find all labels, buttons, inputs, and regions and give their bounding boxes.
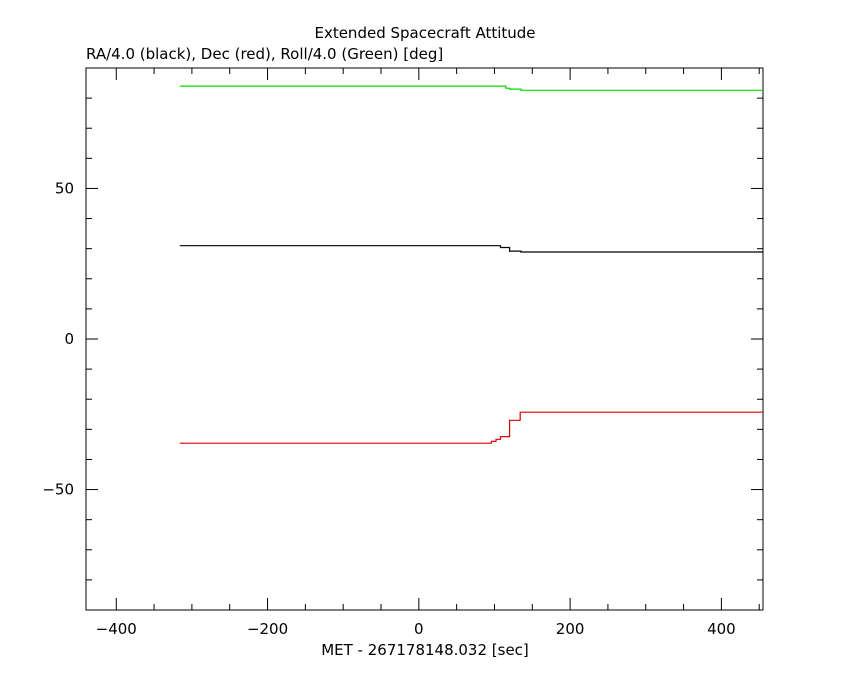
chart-title: Extended Spacecraft Attitude: [314, 24, 535, 42]
axis-tick-labels: −400 −200 0 200 400 −50 0 50: [42, 179, 735, 638]
plot-frame: [85, 67, 764, 611]
axis-ticks: [86, 67, 763, 611]
x-axis-label: MET - 267178148.032 [sec]: [321, 641, 529, 659]
x-tick-label: 0: [414, 620, 424, 638]
series-line-0: [179, 85, 763, 91]
chart-subtitle: RA/4.0 (black), Dec (red), Roll/4.0 (Gre…: [86, 45, 443, 63]
x-tick-label: −200: [247, 620, 288, 638]
x-tick-label: −400: [96, 620, 137, 638]
series-layer: [179, 85, 763, 444]
series-line-1: [179, 245, 763, 253]
y-tick-label: −50: [42, 481, 74, 499]
series-line-2: [179, 411, 763, 444]
y-tick-label: 50: [55, 179, 74, 197]
y-tick-label: 0: [64, 330, 74, 348]
x-tick-label: 200: [556, 620, 585, 638]
x-tick-label: 400: [707, 620, 736, 638]
